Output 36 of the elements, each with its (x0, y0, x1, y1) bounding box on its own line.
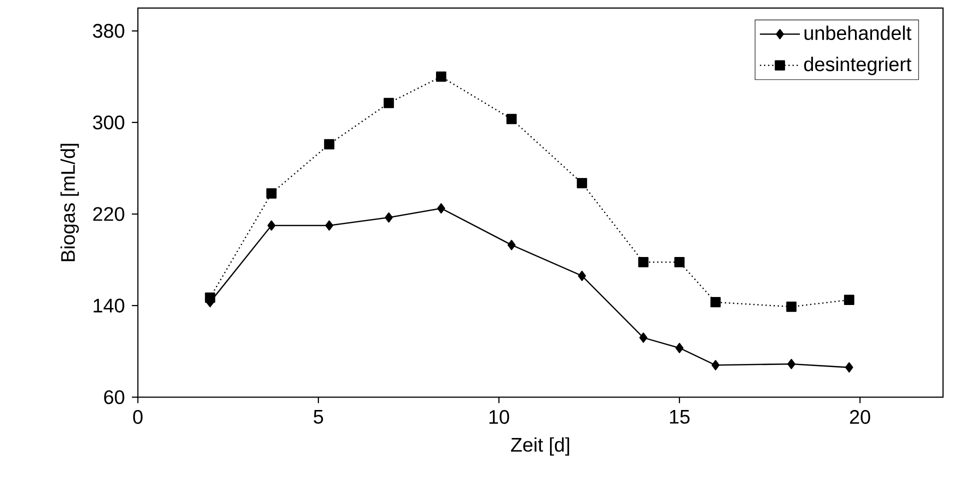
legend-label: desintegriert (804, 56, 912, 76)
y-tick-label: 220 (93, 207, 124, 221)
point (384, 98, 394, 108)
x-tick-label: 10 (489, 410, 510, 424)
point (712, 360, 720, 370)
point (324, 139, 334, 150)
y-tick-label: 380 (92, 24, 124, 38)
point (508, 240, 516, 250)
point (674, 256, 685, 268)
point (710, 297, 721, 308)
point (845, 362, 854, 373)
x-tick-label: 0 (133, 410, 143, 424)
point (786, 302, 797, 312)
point (787, 358, 796, 370)
point (638, 256, 648, 268)
point (578, 270, 586, 281)
point (844, 294, 854, 305)
x-tick-label: 15 (670, 410, 690, 424)
point (639, 332, 648, 343)
point (576, 178, 588, 188)
y-tick-label: 300 (92, 115, 124, 130)
point (325, 220, 334, 231)
point (267, 220, 276, 231)
y-tick-label: 60 (104, 390, 124, 404)
point (506, 114, 517, 124)
point (436, 72, 446, 82)
legend-label: unbehandelt (804, 26, 912, 40)
y-axis-title: Biogas [mL/d] (60, 144, 79, 262)
point (437, 203, 446, 214)
x-tick-label: 5 (314, 410, 324, 424)
x-tick-label: 20 (850, 410, 870, 424)
x-axis-title: Zeit [d] (511, 437, 570, 456)
point (675, 342, 684, 354)
point (266, 188, 277, 199)
point (384, 212, 393, 223)
y-tick-label: 140 (94, 298, 124, 313)
